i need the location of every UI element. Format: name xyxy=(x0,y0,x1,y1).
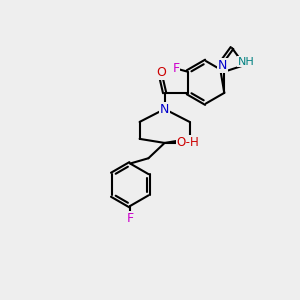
Text: F: F xyxy=(172,62,179,75)
Text: N: N xyxy=(160,103,169,116)
Text: F: F xyxy=(127,212,134,224)
Text: NH: NH xyxy=(238,57,254,67)
Text: N: N xyxy=(218,58,227,72)
Text: O-H: O-H xyxy=(177,136,200,149)
Text: O: O xyxy=(156,66,166,79)
